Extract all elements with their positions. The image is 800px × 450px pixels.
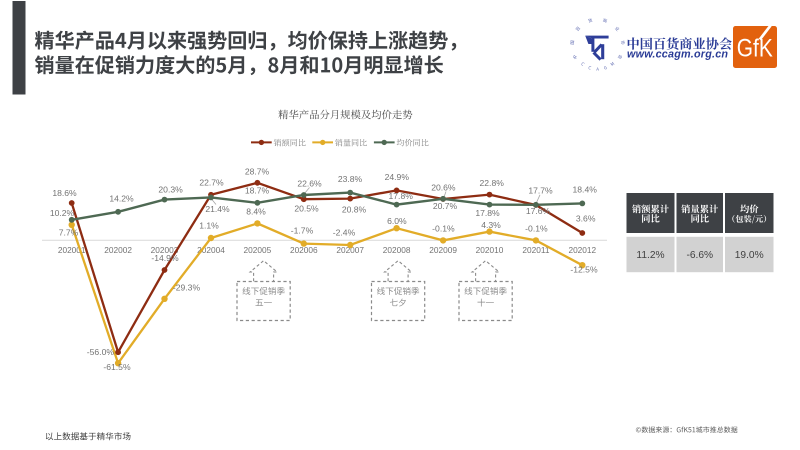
svg-text:20.7%: 20.7% — [433, 201, 458, 211]
svg-text:202004: 202004 — [197, 245, 225, 255]
svg-text:18.7%: 18.7% — [245, 186, 270, 196]
svg-text:-2.4%: -2.4% — [333, 228, 356, 238]
svg-text:202012: 202012 — [568, 245, 596, 255]
svg-text:28.7%: 28.7% — [245, 167, 270, 177]
svg-text:20.6%: 20.6% — [431, 183, 456, 193]
svg-text:202008: 202008 — [383, 245, 411, 255]
svg-text:14.2%: 14.2% — [109, 193, 134, 203]
svg-text:-12.5%: -12.5% — [570, 265, 598, 275]
svg-text:6.0%: 6.0% — [387, 216, 407, 226]
svg-text:19.0%: 19.0% — [735, 250, 764, 261]
svg-text:202009: 202009 — [429, 245, 457, 255]
svg-text:202010: 202010 — [476, 245, 504, 255]
svg-text:23.8%: 23.8% — [338, 174, 363, 184]
svg-text:20.5%: 20.5% — [294, 204, 319, 214]
svg-text:202005: 202005 — [244, 245, 272, 255]
svg-text:22.8%: 22.8% — [480, 178, 505, 188]
svg-text:17.6%: 17.6% — [526, 206, 551, 216]
svg-text:17.7%: 17.7% — [528, 186, 553, 196]
svg-text:-61.5%: -61.5% — [103, 362, 131, 372]
svg-text:4.3%: 4.3% — [481, 220, 501, 230]
svg-text:17.8%: 17.8% — [389, 191, 414, 201]
svg-text:20.3%: 20.3% — [158, 185, 183, 195]
svg-text:7.7%: 7.7% — [59, 228, 79, 238]
svg-text:22.6%: 22.6% — [297, 178, 322, 188]
svg-text:24.9%: 24.9% — [385, 172, 410, 182]
svg-text:-6.6%: -6.6% — [686, 250, 713, 261]
svg-text:21.4%: 21.4% — [205, 204, 230, 214]
svg-text:18.4%: 18.4% — [573, 185, 598, 195]
svg-text:202001: 202001 — [58, 245, 86, 255]
svg-text:3.6%: 3.6% — [576, 214, 596, 224]
svg-text:-1.7%: -1.7% — [291, 226, 314, 236]
svg-text:8.4%: 8.4% — [246, 207, 266, 217]
svg-text:202003: 202003 — [151, 245, 179, 255]
svg-text:-0.1%: -0.1% — [525, 223, 548, 233]
svg-text:22.7%: 22.7% — [199, 178, 224, 188]
svg-text:-56.0%: -56.0% — [87, 347, 115, 357]
svg-text:-14.9%: -14.9% — [151, 253, 179, 263]
svg-text:10.2%: 10.2% — [50, 208, 75, 218]
svg-text:18.6%: 18.6% — [52, 188, 77, 198]
svg-text:202007: 202007 — [336, 245, 364, 255]
svg-text:11.2%: 11.2% — [636, 250, 664, 261]
svg-text:-29.3%: -29.3% — [173, 282, 201, 292]
svg-text:-0.1%: -0.1% — [432, 223, 455, 233]
svg-text:www.ccagm.org.cn: www.ccagm.org.cn — [627, 49, 728, 61]
svg-text:202006: 202006 — [290, 245, 318, 255]
svg-text:202011: 202011 — [522, 245, 549, 255]
svg-text:20.8%: 20.8% — [342, 204, 367, 214]
svg-text:202002: 202002 — [104, 245, 132, 255]
svg-text:GfK: GfK — [737, 34, 773, 62]
svg-text:1.1%: 1.1% — [199, 221, 219, 231]
svg-text:17.8%: 17.8% — [475, 208, 500, 218]
